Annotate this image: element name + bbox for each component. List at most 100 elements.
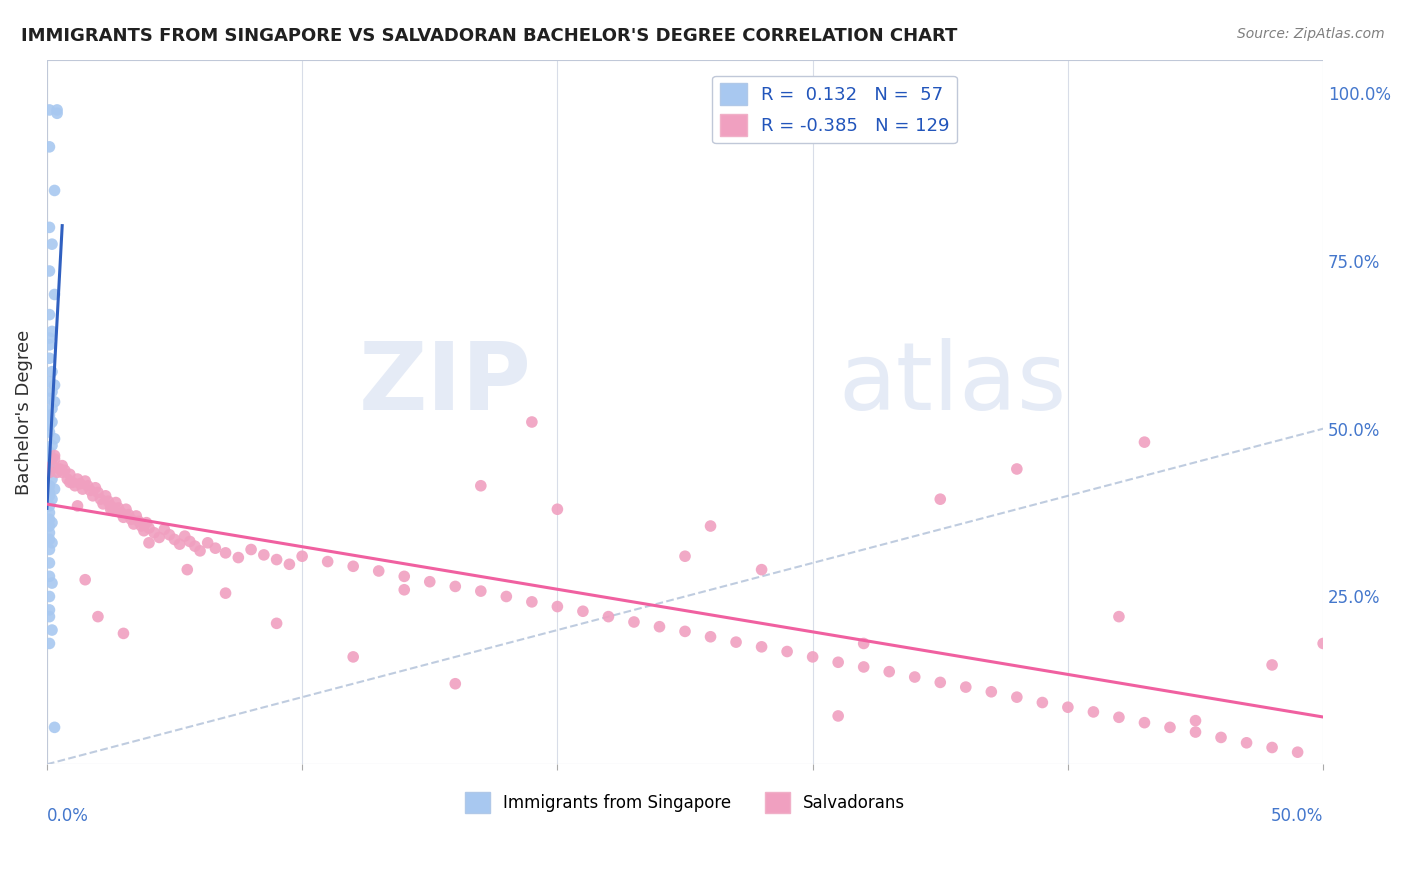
Point bbox=[342, 559, 364, 574]
Point bbox=[266, 616, 288, 631]
Point bbox=[827, 655, 849, 669]
Point bbox=[53, 463, 76, 477]
Point bbox=[138, 536, 160, 550]
Text: Source: ZipAtlas.com: Source: ZipAtlas.com bbox=[1237, 27, 1385, 41]
Point bbox=[904, 670, 927, 684]
Point bbox=[1133, 435, 1156, 450]
Point bbox=[66, 472, 89, 486]
Point bbox=[38, 499, 60, 513]
Point bbox=[75, 474, 97, 488]
Point bbox=[38, 519, 60, 533]
Point bbox=[1209, 731, 1232, 745]
Point bbox=[63, 479, 86, 493]
Point bbox=[751, 640, 773, 654]
Point bbox=[41, 623, 63, 637]
Text: 0.0%: 0.0% bbox=[46, 806, 89, 824]
Point bbox=[103, 503, 125, 517]
Point bbox=[125, 508, 148, 523]
Point bbox=[38, 264, 60, 278]
Point bbox=[143, 525, 166, 540]
Point bbox=[1031, 696, 1053, 710]
Point bbox=[38, 506, 60, 520]
Point bbox=[51, 466, 73, 480]
Point bbox=[38, 590, 60, 604]
Point bbox=[38, 525, 60, 540]
Point bbox=[38, 603, 60, 617]
Point bbox=[929, 492, 952, 507]
Point bbox=[572, 604, 595, 618]
Point bbox=[444, 677, 467, 691]
Point bbox=[38, 308, 60, 322]
Text: ZIP: ZIP bbox=[359, 338, 531, 430]
Point bbox=[44, 482, 66, 496]
Point bbox=[623, 615, 645, 629]
Point bbox=[38, 445, 60, 459]
Point bbox=[82, 489, 104, 503]
Point bbox=[46, 106, 69, 120]
Text: atlas: atlas bbox=[838, 338, 1066, 430]
Point bbox=[41, 516, 63, 530]
Point bbox=[46, 103, 69, 117]
Point bbox=[184, 539, 207, 553]
Point bbox=[38, 103, 60, 117]
Point bbox=[72, 482, 94, 496]
Point bbox=[48, 462, 70, 476]
Legend: Immigrants from Singapore, Salvadorans: Immigrants from Singapore, Salvadorans bbox=[458, 786, 912, 820]
Point bbox=[827, 709, 849, 723]
Point bbox=[122, 516, 145, 531]
Point bbox=[38, 409, 60, 423]
Point bbox=[115, 502, 138, 516]
Point bbox=[112, 626, 135, 640]
Point bbox=[188, 544, 211, 558]
Point bbox=[84, 481, 107, 495]
Point bbox=[41, 237, 63, 252]
Point bbox=[44, 449, 66, 463]
Point bbox=[546, 502, 568, 516]
Point bbox=[1184, 714, 1206, 728]
Point bbox=[41, 401, 63, 416]
Point bbox=[673, 549, 696, 564]
Point bbox=[240, 542, 263, 557]
Point bbox=[38, 331, 60, 345]
Point bbox=[44, 378, 66, 392]
Point bbox=[38, 556, 60, 570]
Point bbox=[44, 395, 66, 409]
Point bbox=[546, 599, 568, 614]
Point bbox=[135, 516, 157, 530]
Point bbox=[148, 531, 170, 545]
Point bbox=[131, 519, 153, 533]
Point bbox=[179, 534, 201, 549]
Point bbox=[1261, 740, 1284, 755]
Point bbox=[955, 680, 977, 694]
Point bbox=[852, 636, 875, 650]
Point bbox=[132, 524, 155, 538]
Point bbox=[1083, 705, 1105, 719]
Point bbox=[38, 466, 60, 480]
Point bbox=[41, 458, 63, 473]
Point bbox=[316, 555, 339, 569]
Point bbox=[38, 458, 60, 473]
Point bbox=[44, 451, 66, 466]
Point bbox=[1005, 690, 1028, 705]
Point bbox=[38, 479, 60, 493]
Point bbox=[89, 492, 111, 507]
Point bbox=[38, 392, 60, 406]
Point bbox=[648, 620, 671, 634]
Point bbox=[776, 644, 799, 658]
Point bbox=[495, 590, 517, 604]
Point bbox=[41, 365, 63, 379]
Point bbox=[38, 375, 60, 389]
Point bbox=[266, 552, 288, 566]
Point bbox=[100, 499, 122, 513]
Point bbox=[79, 483, 101, 498]
Point bbox=[38, 351, 60, 366]
Point bbox=[204, 541, 226, 556]
Text: IMMIGRANTS FROM SINGAPORE VS SALVADORAN BACHELOR'S DEGREE CORRELATION CHART: IMMIGRANTS FROM SINGAPORE VS SALVADORAN … bbox=[21, 27, 957, 45]
Point bbox=[394, 569, 416, 583]
Point bbox=[104, 495, 127, 509]
Point bbox=[699, 519, 721, 533]
Point bbox=[169, 537, 191, 551]
Point bbox=[59, 467, 82, 482]
Point bbox=[214, 586, 236, 600]
Point bbox=[470, 479, 492, 493]
